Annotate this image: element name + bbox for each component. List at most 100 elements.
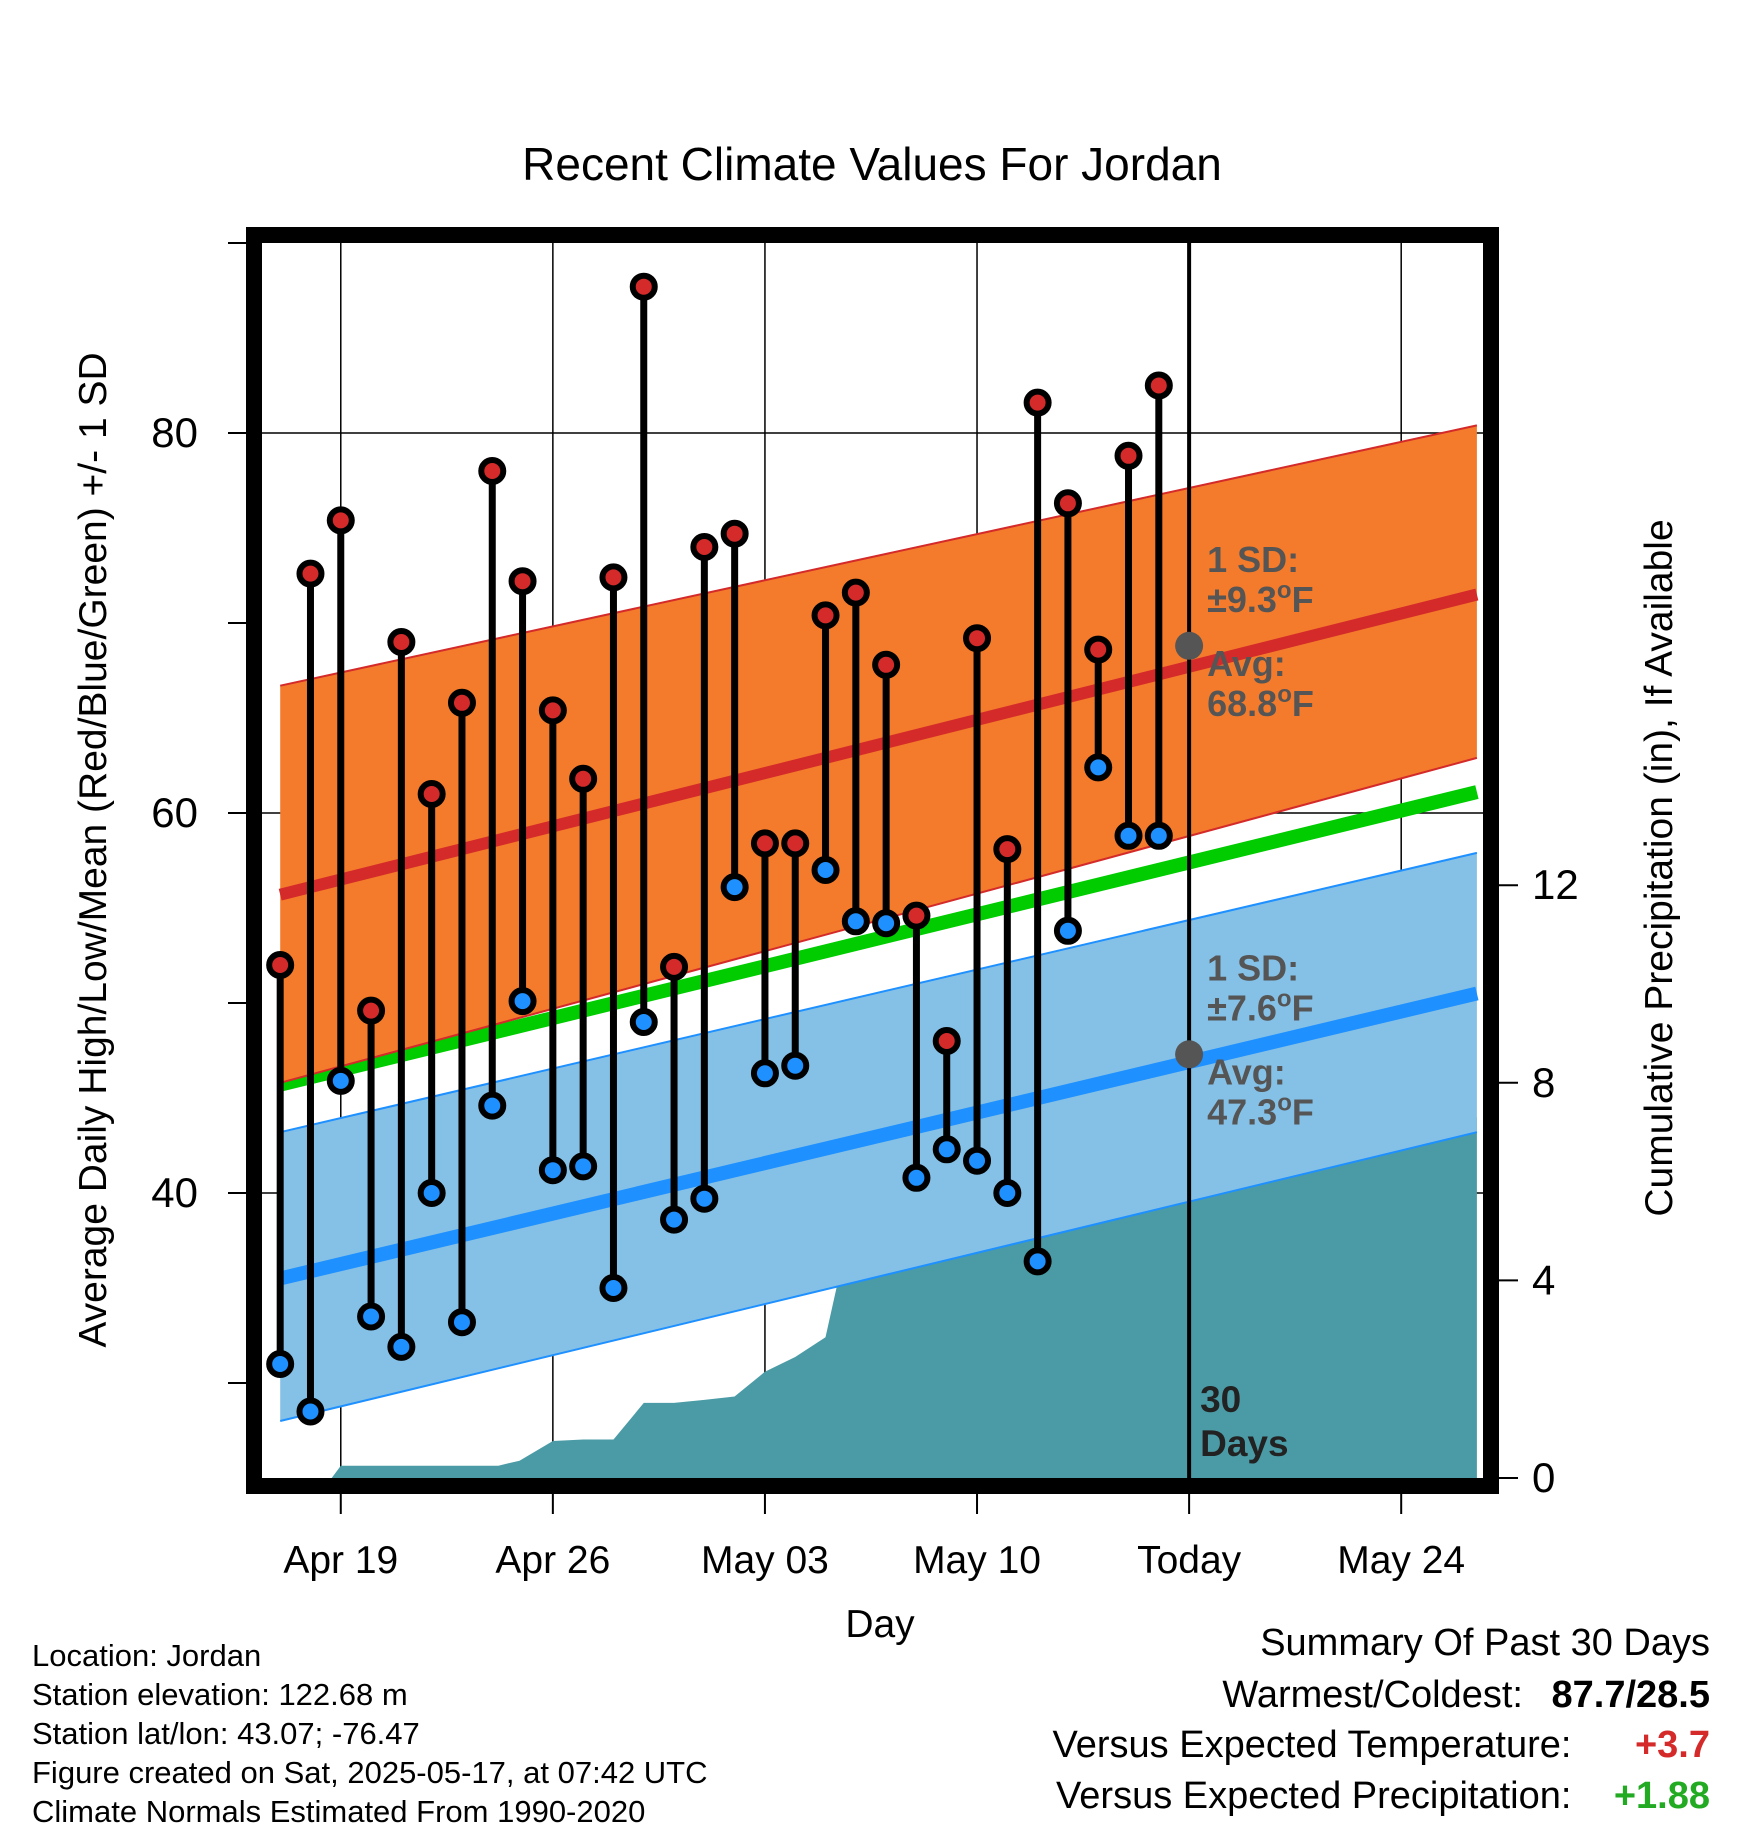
today-period-label: 30 Days [1200, 1379, 1288, 1464]
high-point [1023, 388, 1052, 417]
high-normal-line [278, 588, 1479, 901]
low-point [872, 909, 901, 938]
day-bar-10 [569, 764, 598, 1181]
high-point [963, 624, 992, 653]
y-tick-label-left: 80 [151, 409, 198, 456]
high-point [660, 952, 689, 981]
low-normal-line [278, 986, 1479, 1286]
axes: 40 60 80 0 4 8 12 Apr 19 Apr 26 May 03 May 10 Today… [151, 227, 1579, 1582]
low-avg-value: 47.3oF [1207, 1089, 1314, 1132]
day-bar-29 [1144, 371, 1173, 850]
x-tick-label: May 10 [913, 1539, 1041, 1582]
low-avg-label: Avg: [1207, 1051, 1286, 1092]
high-point [478, 457, 507, 485]
day-bar-13 [660, 952, 689, 1234]
day-bar-28 [1114, 441, 1143, 850]
temp-value: +3.7 [1634, 1724, 1710, 1766]
high-point [1114, 441, 1143, 470]
x-tick-label: Today [1137, 1539, 1242, 1582]
low-point [326, 1066, 355, 1095]
day-bar-3 [357, 996, 386, 1331]
day-bar-6 [447, 688, 476, 1337]
summary-title-text: Summary Of Past 30 Days [1260, 1622, 1710, 1664]
low-point [629, 1008, 658, 1036]
high-point [508, 567, 537, 596]
low-point [1084, 753, 1113, 782]
day-bar-5 [417, 780, 446, 1207]
low-point [750, 1059, 779, 1088]
warmest-coldest-label: Warmest/Coldest: [1222, 1674, 1523, 1716]
high-point [811, 601, 840, 630]
y-tick-label-left: 40 [151, 1169, 198, 1216]
summary-temperature: Versus Expected Temperature: +3.7 [1053, 1724, 1710, 1767]
day-bar-19 [841, 578, 870, 936]
high-point [690, 533, 719, 561]
precipitation-area [280, 1117, 1477, 1478]
low-sd-lower-edge [279, 1131, 1478, 1422]
info-elevation: Station elevation: 122.68 m [32, 1677, 408, 1712]
high-point [993, 835, 1022, 864]
low-point [902, 1163, 931, 1192]
high-point [599, 563, 628, 592]
chart-title: Recent Climate Values For Jordan [522, 138, 1222, 190]
day-bar-4 [387, 628, 416, 1361]
low-point [357, 1302, 386, 1331]
day-bar-26 [1053, 489, 1082, 945]
x-tick-label: May 03 [701, 1539, 829, 1582]
high-point [932, 1027, 961, 1055]
high-point [1084, 635, 1113, 664]
low-point [296, 1397, 325, 1426]
low-point [417, 1179, 446, 1207]
mean-normal-line [278, 785, 1479, 1092]
day-bar-1 [296, 559, 325, 1426]
high-point [841, 578, 870, 607]
y-axis-label-left: Average Daily High/Low/Mean (Red/Blue/Gr… [72, 352, 115, 1347]
high-sd-value: ±9.3oF [1207, 577, 1313, 620]
high-sd-label: 1 SD: [1207, 539, 1299, 580]
x-tick-label: Apr 19 [283, 1539, 398, 1582]
day-bar-0 [266, 951, 295, 1378]
low-point [569, 1152, 598, 1181]
day-bar-21 [902, 901, 931, 1192]
high-point [902, 901, 931, 930]
low-point [963, 1146, 992, 1175]
high-point [629, 272, 658, 301]
high-point [750, 829, 779, 858]
high-point [296, 559, 325, 588]
summary-warmest-coldest: Warmest/Coldest: 87.7/28.5 [1222, 1674, 1710, 1717]
low-point [266, 1350, 295, 1378]
low-point [508, 987, 537, 1016]
day-bar-18 [811, 601, 840, 884]
low-point [1114, 821, 1143, 850]
y-tick-label-right: 8 [1532, 1059, 1555, 1106]
high-point [781, 829, 810, 858]
y-tick-label-left: 60 [151, 789, 198, 836]
y-tick-label-right: 0 [1532, 1454, 1555, 1501]
high-point [357, 996, 386, 1025]
low-sd-label: 1 SD: [1207, 947, 1299, 988]
day-bar-9 [538, 696, 567, 1185]
precip-value: +1.88 [1613, 1775, 1710, 1817]
summary-precipitation: Versus Expected Precipitation: +1.88 [1056, 1775, 1710, 1818]
high-point [266, 951, 295, 979]
high-sd-band [280, 425, 1477, 1083]
low-point [1144, 821, 1173, 850]
info-created: Figure created on Sat, 2025-05-17, at 07… [32, 1755, 708, 1790]
y-tick-label-right: 4 [1532, 1256, 1555, 1303]
high-avg-value: 68.8oF [1207, 681, 1314, 724]
low-point [660, 1205, 689, 1234]
high-point [720, 519, 749, 548]
high-point [872, 650, 901, 679]
day-bar-22 [932, 1027, 961, 1164]
low-point [811, 856, 840, 884]
low-point [841, 907, 870, 936]
high-point [569, 764, 598, 793]
today-low-avg-marker [1175, 1040, 1204, 1069]
plot-frame [246, 227, 1499, 1494]
y-tick-label-right: 12 [1532, 861, 1579, 908]
warmest-coldest-value: 87.7/28.5 [1551, 1674, 1710, 1716]
low-sd-value: ±7.6oF [1207, 985, 1313, 1028]
low-point [690, 1184, 719, 1213]
summary-title: Summary Of Past 30 Days [1260, 1622, 1710, 1665]
